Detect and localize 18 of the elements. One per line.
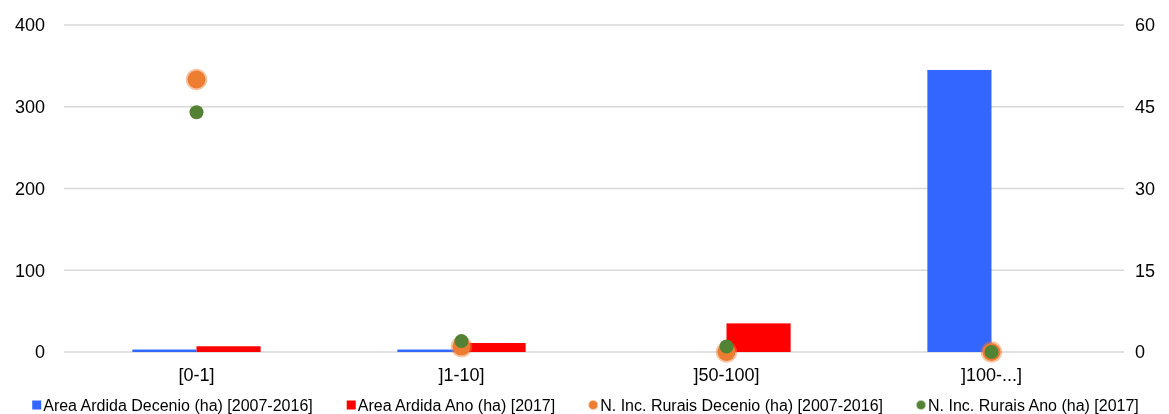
legend-label: Area Ardida Ano (ha) [2017] [357, 396, 556, 414]
legend-label: Area Ardida Decenio (ha) [2007-2016] [43, 396, 313, 414]
y2-tick-label: 0 [1135, 342, 1146, 363]
x-tick-label: ]100-...] [960, 364, 1023, 385]
y-tick-label: 300 [14, 97, 45, 118]
y-tick-label: 100 [14, 260, 45, 281]
x-tick-label: ]1-10] [438, 364, 485, 385]
legend-label: N. Inc. Rurais Decenio (ha) [2007-2016] [600, 396, 884, 414]
y-tick-label: 400 [14, 15, 45, 36]
y2-tick-label: 30 [1135, 178, 1156, 199]
y-tick-label: 0 [34, 342, 45, 363]
x-tick-label: [0-1] [178, 364, 215, 385]
legend-label: N. Inc. Rurais Ano (ha) [2017] [928, 396, 1139, 414]
y2-tick-label: 60 [1135, 15, 1156, 36]
y2-tick-label: 15 [1135, 260, 1156, 281]
y-tick-label: 200 [14, 178, 45, 199]
x-tick-label: ]50-100] [693, 364, 760, 385]
y2-tick-label: 45 [1135, 97, 1156, 118]
